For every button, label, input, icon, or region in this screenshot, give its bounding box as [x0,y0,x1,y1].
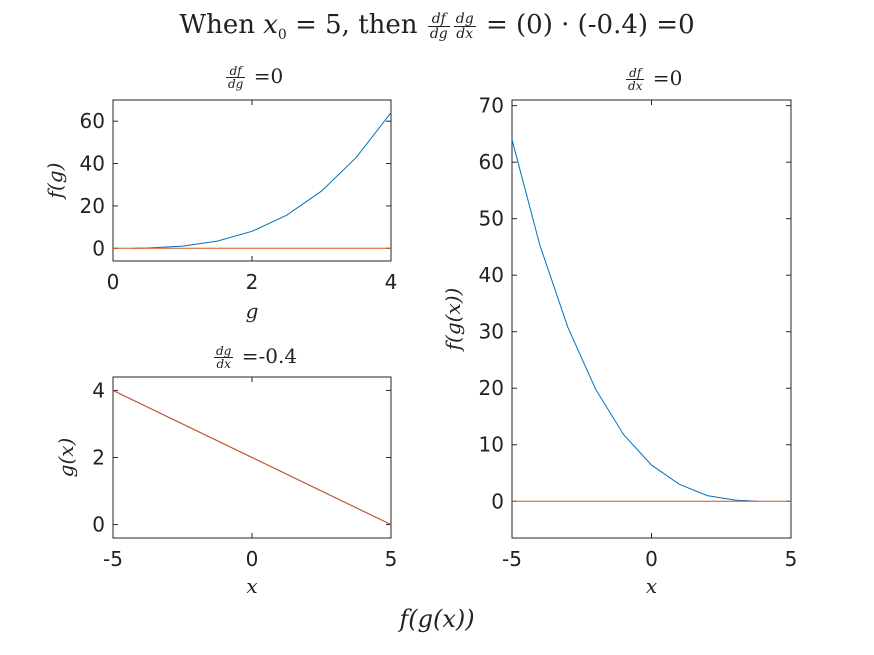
subtitle-fgx: df dx =0 [624,66,682,92]
title-mid: = 5, then [286,10,426,40]
title-frac-dg-dx: dg dx [453,10,476,42]
frac-num: dg [214,344,234,358]
y-tick-label: 40 [80,152,105,176]
y-axis-label: f(g(x)) [441,288,465,353]
frac-den: dx [628,79,643,93]
subtitle-frac: dg dx [214,344,234,371]
title-var: x [263,10,278,40]
y-tick-label: 0 [92,513,105,537]
y-tick-label: 70 [479,94,504,118]
x-tick-label: 4 [385,270,398,294]
x-axis-label: g [246,299,259,323]
y-tick-label: 60 [80,109,105,133]
figure-title: When x0 = 5, then df dg dg dx = (0) · (-0.4… [0,10,874,43]
x-tick-label: 5 [785,547,798,571]
x-axis-label: x [646,574,657,598]
frac-den: dx [456,25,474,42]
y-tick-label: 4 [92,378,105,402]
y-tick-label: 50 [479,207,504,231]
frac-num: df [427,12,450,27]
subtitle-frac: df dx [626,67,645,93]
y-tick-label: 20 [479,376,504,400]
y-tick-label: 60 [479,150,504,174]
x-tick-label: -5 [502,547,522,571]
plot-frame [511,99,792,539]
y-axis-label: g(x) [54,438,78,478]
frac-num: dg [453,10,476,27]
x-axis-label: x [246,574,257,598]
title-suffix: = (0) · (-0.4) =0 [477,10,695,40]
frac-den: dx [216,357,231,371]
y-tick-label: 20 [80,194,105,218]
subtitle-value: =0 [646,66,683,90]
x-tick-label: 0 [107,270,120,294]
subtitle-value: =-0.4 [235,344,298,368]
x-tick-label: 2 [246,270,259,294]
subtitle-frac: df dg [226,65,246,91]
y-tick-label: 0 [92,236,105,260]
y-tick-label: 0 [491,489,504,513]
subtitle-gx: dg dx =-0.4 [212,344,297,370]
footer-label: f(g(x)) [399,605,475,633]
frac-num: df [226,65,246,78]
x-tick-label: 0 [645,547,658,571]
y-tick-label: 2 [92,446,105,470]
series-line-1 [133,112,392,249]
title-frac-df-dg: df dg [427,12,450,42]
plot-frame [112,99,392,262]
x-tick-label: 5 [385,547,398,571]
frac-den: dg [228,77,244,91]
x-tick-label: -5 [103,547,123,571]
subtitle-fg: df dg =0 [224,64,283,90]
y-tick-label: 30 [479,320,504,344]
series-line-1 [511,139,758,502]
y-axis-label: f(g) [43,163,67,201]
chart-gx: -5 0 5 0 2 4 x g(x) [54,376,398,598]
x-tick-label: 0 [246,547,259,571]
y-tick-label: 40 [479,263,504,287]
series-line-2 [112,389,392,526]
frac-num: df [626,67,645,80]
title-sub: 0 [277,27,287,44]
frac-den: dg [429,25,448,42]
y-tick-label: 10 [479,433,504,457]
subtitle-value: =0 [247,64,284,88]
title-prefix: When [179,10,264,40]
